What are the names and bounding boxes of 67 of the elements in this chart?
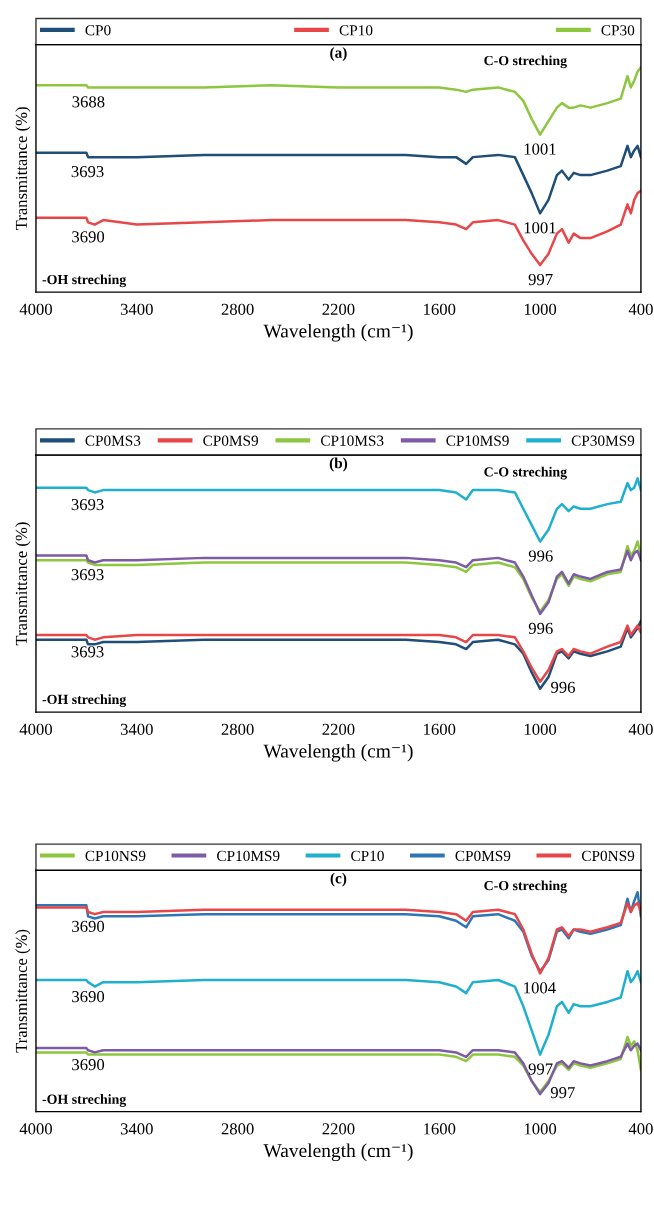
annotation: 3690 [72, 990, 105, 1003]
chart-title: (c) [330, 872, 347, 887]
x-tick-label: 4000 [19, 303, 52, 315]
x-tick-label: 1600 [424, 1123, 456, 1135]
x-tick-label: 1000 [524, 723, 557, 735]
x-axis-title: Wavelength (cm⁻¹) [263, 323, 413, 342]
x-tick-label: 3400 [120, 1123, 153, 1135]
annotation: 996 [528, 622, 553, 635]
x-tick-label: 2200 [322, 1123, 355, 1135]
annotation: 3693 [71, 646, 104, 658]
legend-label: CP0MS9 [203, 435, 259, 446]
x-tick-label: 400 [628, 1123, 653, 1135]
legend-label: CP10NS9 [85, 850, 146, 862]
y-axis-title: Transmittance (%) [15, 929, 31, 1053]
x-tick-label: 2800 [221, 723, 254, 735]
annotation: 996 [528, 550, 553, 562]
annotation: -OH streching [42, 694, 127, 707]
annotation: 3688 [72, 96, 105, 108]
x-tick-label: 2800 [221, 1123, 254, 1135]
x-tick-label: 400 [628, 723, 653, 735]
legend-label: CP10MS9 [217, 850, 280, 862]
x-tick-label: 4000 [19, 723, 52, 735]
legend-label: CP0MS3 [85, 435, 141, 446]
legend-label: CP10 [339, 25, 373, 36]
legend-label: CP10MS3 [320, 435, 384, 446]
legend-label: CP30 [601, 25, 635, 36]
annotation: 1004 [524, 982, 556, 994]
legend-label: CP30MS9 [571, 435, 635, 446]
annotation: 997 [528, 273, 553, 286]
x-axis-title: Wavelength (cm⁻¹) [263, 743, 413, 762]
annotation: 3690 [72, 231, 105, 243]
x-tick-label: 400 [628, 303, 653, 315]
chart-title: (b) [329, 457, 348, 472]
x-tick-label: 4000 [19, 1123, 52, 1135]
annotation: C-O streching [484, 880, 567, 894]
x-axis-title: Wavelength (cm⁻¹) [263, 1143, 413, 1162]
x-tick-label: 1000 [524, 303, 557, 315]
annotation: C-O streching [484, 466, 567, 480]
x-tick-label: 2200 [322, 303, 355, 315]
x-tick-label: 2200 [322, 723, 355, 735]
x-tick-label: 1600 [424, 303, 456, 315]
legend-label: CP0NS9 [581, 850, 635, 862]
annotation: 997 [550, 1087, 575, 1099]
annotation: 1001 [524, 222, 556, 234]
annotation: -OH streching [42, 1094, 127, 1107]
x-tick-label: 1600 [424, 723, 456, 735]
x-tick-label: 2800 [221, 303, 254, 315]
x-tick-label: 3400 [120, 303, 153, 315]
annotation: 997 [528, 1063, 553, 1075]
annotation: 1001 [524, 143, 556, 155]
annotation: 3690 [72, 920, 105, 933]
annotation: 3690 [72, 1059, 105, 1071]
x-tick-label: 3400 [120, 723, 153, 735]
legend-label: CP10MS9 [446, 435, 509, 446]
legend-label: CP0 [85, 25, 111, 36]
annotation: 3693 [71, 165, 104, 178]
x-tick-label: 1000 [524, 1123, 557, 1135]
legend-label: CP10 [351, 850, 384, 862]
annotation: 3693 [71, 569, 104, 581]
annotation: -OH streching [42, 274, 127, 288]
y-axis-title: Transmittance (%) [15, 522, 31, 646]
chart-title: (a) [330, 47, 347, 61]
annotation: 3693 [71, 498, 104, 511]
annotation: 996 [551, 681, 575, 693]
annotation: C-O streching [484, 55, 567, 69]
y-axis-title: Transmittance (%) [15, 107, 31, 231]
legend-label: CP0MS9 [455, 850, 511, 862]
